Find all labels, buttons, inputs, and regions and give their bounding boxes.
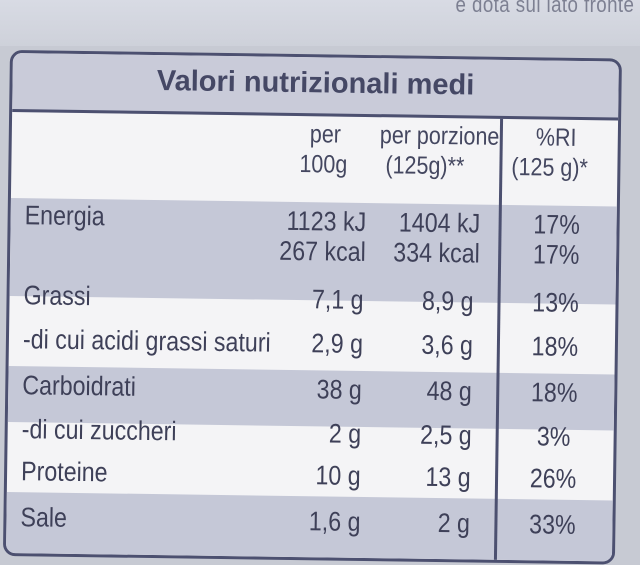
zuccheri-ri: 3% bbox=[536, 421, 571, 452]
header-ri-line1: %RI bbox=[535, 123, 577, 152]
row-name-proteine: Proteine bbox=[20, 456, 108, 488]
carboidrati-per100: 38 g bbox=[316, 374, 363, 405]
header-per100-line1: per bbox=[309, 120, 342, 149]
saturi-portion: 3,6 g bbox=[421, 329, 474, 361]
energia-portion-kj: 1404 kJ bbox=[399, 207, 481, 239]
saturi-ri: 18% bbox=[531, 331, 579, 362]
energia-per100-kj: 1123 kJ bbox=[286, 205, 367, 237]
proteine-per100: 10 g bbox=[315, 460, 362, 491]
grassi-per100: 7,1 g bbox=[311, 284, 364, 315]
label-title: Valori nutrizionali medi bbox=[156, 65, 475, 102]
proteine-ri: 26% bbox=[529, 463, 577, 494]
header-portion-line1: per porzione bbox=[379, 121, 500, 151]
row-name-sale: Sale bbox=[20, 502, 68, 533]
energia-per100-kcal: 267 kcal bbox=[279, 235, 367, 267]
nutrition-label: Valori nutrizionali medi per 100g per po… bbox=[2, 50, 622, 565]
grassi-portion: 8,9 g bbox=[421, 285, 474, 317]
zuccheri-per100: 2 g bbox=[329, 418, 362, 449]
package-text: e dota sul lato fronte bbox=[455, 0, 634, 17]
proteine-portion: 13 g bbox=[425, 461, 472, 493]
package-background: e dota sul lato fronte bbox=[0, 0, 640, 46]
saturi-per100: 2,9 g bbox=[311, 328, 364, 359]
title-bar: Valori nutrizionali medi bbox=[12, 53, 619, 121]
header-portion-line2: (125g)** bbox=[385, 151, 465, 181]
carboidrati-portion: 48 g bbox=[426, 375, 473, 407]
energia-portion-kcal: 334 kcal bbox=[393, 237, 481, 269]
row-name-zuccheri: -di cui zuccheri bbox=[21, 414, 177, 447]
carboidrati-ri: 18% bbox=[530, 377, 578, 408]
row-name-energia: Energia bbox=[24, 200, 105, 232]
sale-ri: 33% bbox=[528, 509, 576, 540]
energia-ri-kcal: 17% bbox=[532, 239, 580, 270]
energia-ri-kj: 17% bbox=[533, 209, 581, 240]
zuccheri-portion: 2,5 g bbox=[419, 419, 472, 451]
row-name-grassi: Grassi bbox=[23, 280, 91, 312]
header-ri-line2: (125 g)* bbox=[511, 153, 589, 183]
grassi-ri: 13% bbox=[532, 287, 579, 318]
header-per100-line2: 100g bbox=[299, 150, 348, 179]
sale-per100: 1,6 g bbox=[308, 506, 361, 537]
sale-portion: 2 g bbox=[437, 508, 471, 539]
row-name-saturi: -di cui acidi grassi saturi bbox=[22, 324, 271, 358]
row-name-carboidrati: Carboidrati bbox=[22, 370, 137, 402]
